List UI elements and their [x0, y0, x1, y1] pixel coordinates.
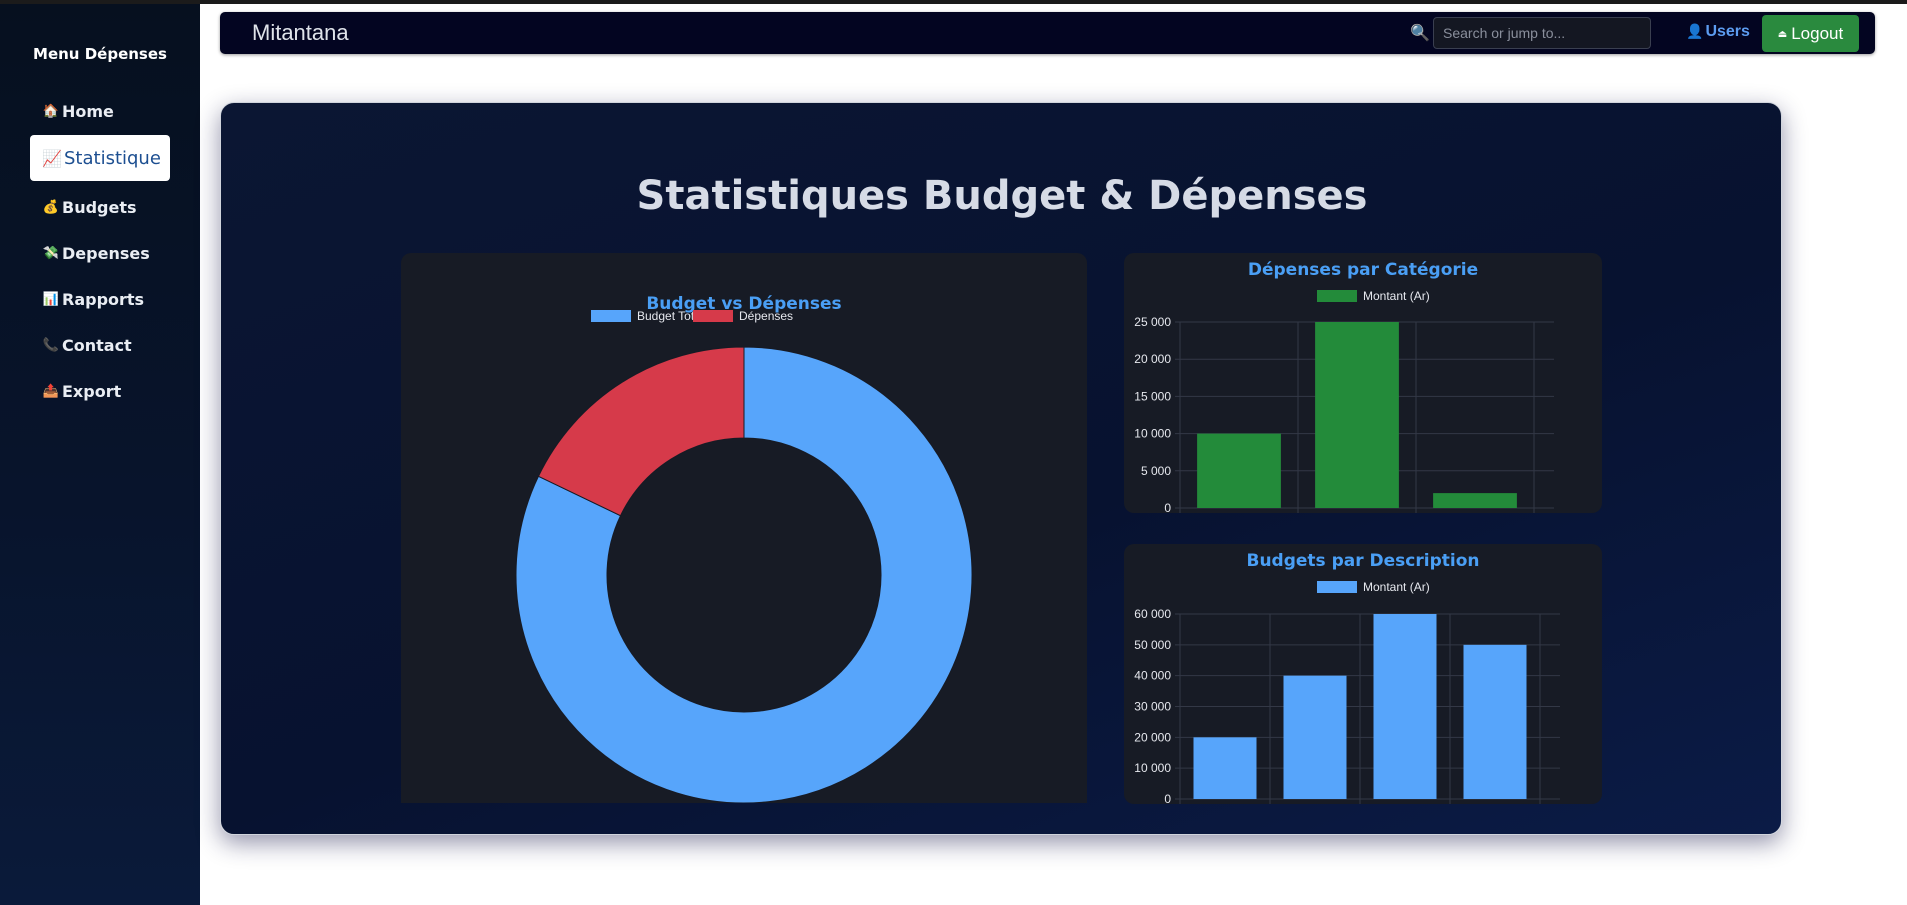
- sidebar-item-label: Depenses: [62, 243, 150, 263]
- users-link[interactable]: 👤 Users: [1686, 23, 1750, 41]
- bar: [1197, 433, 1281, 508]
- sidebar-item-home[interactable]: 🏠 Home: [30, 89, 170, 133]
- sidebar-item-contact[interactable]: 📞 Contact: [30, 323, 170, 367]
- sidebar-title: Menu Dépenses: [33, 45, 167, 63]
- sidebar-item-depenses[interactable]: 💸 Depenses: [30, 231, 170, 275]
- sidebar-item-label: Export: [62, 381, 122, 401]
- y-tick-label: 5 000: [1141, 464, 1171, 478]
- search-input[interactable]: [1433, 17, 1651, 49]
- bar-chart-description: Budgets par Description Montant (Ar) 0 10 0…: [1134, 551, 1560, 804]
- bar: [1283, 675, 1347, 799]
- donut-slice: [537, 346, 745, 517]
- sidebar-item-label: Rapports: [62, 289, 145, 309]
- y-tick-label: 0: [1164, 792, 1171, 804]
- chart-title: Dépenses par Catégorie: [1248, 260, 1478, 280]
- bar-chart-icon: 📊: [42, 291, 60, 307]
- legend-swatch: [591, 310, 631, 322]
- y-tick-label: 10 000: [1134, 427, 1171, 441]
- legend-label: Montant (Ar): [1363, 289, 1430, 303]
- bar-chart-categorie: Dépenses par Catégorie Montant (Ar) 0 5 000…: [1134, 260, 1554, 513]
- outbox-icon: 📤: [42, 383, 60, 399]
- logout-button[interactable]: ⏏ Logout: [1762, 15, 1859, 52]
- sidebar-item-export[interactable]: 📤 Export: [30, 369, 170, 413]
- sidebar-item-label: Budgets: [62, 197, 137, 217]
- y-tick-label: 60 000: [1134, 607, 1171, 621]
- y-tick-label: 20 000: [1134, 352, 1171, 366]
- sidebar-item-statistique[interactable]: 📈 Statistique: [30, 135, 170, 181]
- legend-swatch: [1317, 290, 1357, 302]
- y-tick-label: 25 000: [1134, 315, 1171, 329]
- chart-title: Budget vs Dépenses: [646, 294, 841, 314]
- budgets-par-description-panel: Budgets par Description Montant (Ar) 0 10 0…: [1124, 544, 1602, 804]
- sidebar-item-label: Home: [62, 101, 114, 121]
- user-icon: 👤: [1686, 23, 1704, 39]
- legend-label: Dépenses: [739, 309, 793, 323]
- logout-label: Logout: [1791, 23, 1844, 43]
- brand-name[interactable]: Mitantana: [252, 20, 349, 45]
- y-tick-label: 10 000: [1134, 761, 1171, 775]
- depenses-par-categorie-panel: Dépenses par Catégorie Montant (Ar) 0 5 000…: [1124, 253, 1602, 513]
- sidebar-item-label: Contact: [62, 335, 132, 355]
- users-label: Users: [1705, 23, 1750, 40]
- chart-title: Budgets par Description: [1247, 551, 1480, 571]
- sidebar-item-rapports[interactable]: 📊 Rapports: [30, 277, 170, 321]
- y-tick-label: 0: [1164, 501, 1171, 513]
- bar: [1193, 737, 1257, 799]
- top-navbar: Mitantana 🔍 👤Users ⏏Logout: [220, 12, 1875, 54]
- legend-swatch: [693, 310, 733, 322]
- money-with-wings-icon: 💸: [42, 245, 60, 261]
- money-bag-icon: 💰: [42, 199, 60, 215]
- bar: [1373, 614, 1437, 799]
- y-tick-label: 40 000: [1134, 669, 1171, 683]
- y-tick-label: 50 000: [1134, 638, 1171, 652]
- donut-slice: [515, 346, 973, 803]
- search-icon: 🔍: [1410, 23, 1430, 42]
- chart-increasing-icon: 📈: [42, 148, 62, 168]
- legend-label: Montant (Ar): [1363, 580, 1430, 594]
- sidebar-item-budgets[interactable]: 💰 Budgets: [30, 185, 170, 229]
- house-icon: 🏠: [42, 103, 60, 119]
- page-title: Statistiques Budget & Dépenses: [636, 173, 1368, 219]
- telephone-icon: 📞: [42, 337, 60, 353]
- sidebar-item-label: Statistique: [64, 147, 161, 169]
- eject-icon: ⏏: [1777, 28, 1788, 40]
- y-tick-label: 20 000: [1134, 730, 1171, 744]
- sidebar: Menu Dépenses 🏠 Home 📈 Statistique 💰 Bud…: [0, 4, 200, 905]
- legend-swatch: [1317, 581, 1357, 593]
- y-tick-label: 30 000: [1134, 700, 1171, 714]
- statistics-card: Statistiques Budget & Dépenses Budget vs…: [220, 102, 1782, 835]
- bar: [1463, 644, 1527, 799]
- bar: [1433, 493, 1517, 508]
- legend-label: Budget Total: [637, 309, 704, 323]
- budget-vs-depenses-panel: Budget vs Dépenses Budget Total Dépenses: [401, 253, 1087, 803]
- y-tick-label: 15 000: [1134, 389, 1171, 403]
- window-top-border: [0, 0, 1907, 4]
- bar: [1315, 322, 1399, 508]
